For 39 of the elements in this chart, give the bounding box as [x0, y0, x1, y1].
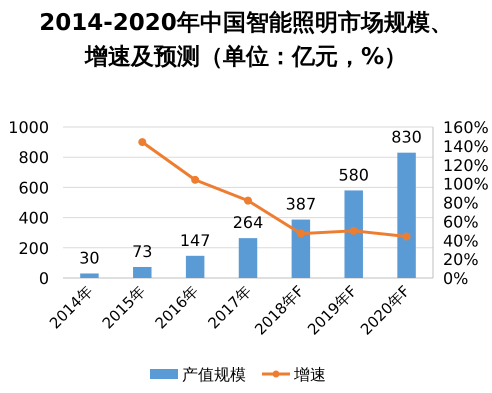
point [402, 232, 411, 240]
y-tick-label: 200 [18, 238, 49, 258]
data-label: 580 [338, 165, 369, 184]
y2-tick-label: 60% [443, 212, 479, 232]
data-label: 264 [232, 213, 264, 232]
point [138, 138, 146, 146]
point [244, 196, 252, 205]
point [191, 176, 200, 184]
title: 增速及预测（单位：亿元，%） [84, 44, 408, 70]
y2-tick-label: 120% [443, 156, 489, 175]
legend-label: 产值规模 [182, 365, 246, 384]
data-label: 73 [132, 242, 152, 261]
bar [186, 256, 204, 278]
y-tick-label: 600 [18, 178, 49, 198]
y-tick-label: 800 [18, 148, 49, 168]
data-label: 830 [391, 128, 422, 147]
y2-tick-label: 140% [443, 136, 489, 156]
point [296, 230, 305, 238]
y-tick-label: 1000 [8, 118, 49, 137]
data-label: 30 [79, 248, 100, 268]
bar [397, 152, 416, 278]
bar [133, 266, 152, 278]
bar [344, 190, 363, 278]
y2-tick-label: 20% [443, 250, 479, 270]
legend-label: 增速 [293, 365, 326, 384]
bar [80, 273, 99, 278]
y-tick-label: 0 [38, 269, 49, 288]
data-label: 387 [286, 194, 316, 214]
y2-tick-label: 100% [443, 174, 489, 194]
point [350, 226, 358, 235]
y2-tick-label: 40% [443, 231, 479, 250]
y-tick-label: 400 [18, 208, 49, 228]
data-label: 147 [180, 230, 210, 250]
y2-tick-label: 0% [443, 269, 468, 288]
title: 2014-2020年中国智能照明市场规模、 [39, 10, 453, 36]
y2-tick-label: 160% [443, 118, 489, 137]
bar [292, 220, 310, 278]
bar [238, 238, 258, 278]
y2-tick-label: 80% [443, 194, 479, 212]
